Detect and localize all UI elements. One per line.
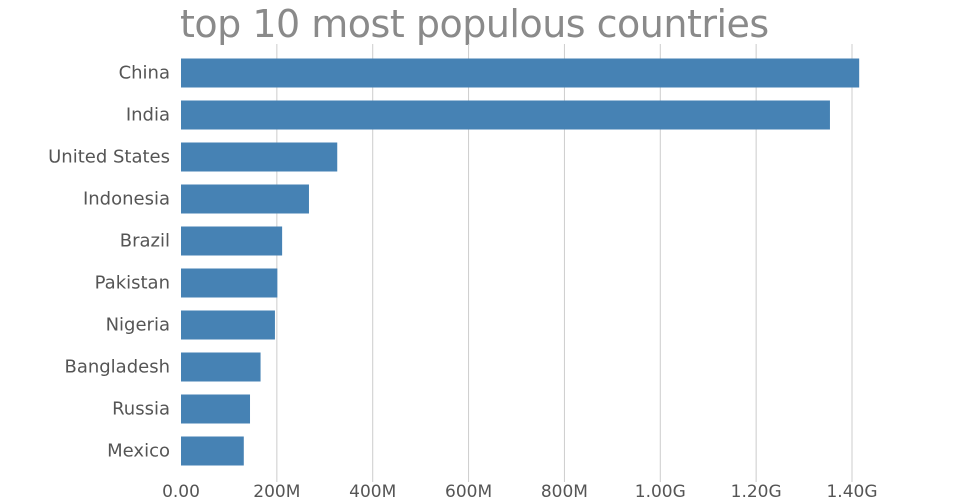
x-tick-label: 0.00 [162, 482, 200, 500]
bar [181, 142, 338, 172]
x-tick-label: 400M [349, 482, 396, 500]
category-label: Bangladesh [64, 357, 170, 378]
x-tick-label: 1.40G [826, 482, 877, 500]
category-label: Nigeria [106, 315, 170, 336]
x-tick-label: 1.00G [635, 482, 686, 500]
category-label: Brazil [120, 231, 170, 252]
category-label: Pakistan [95, 273, 170, 294]
category-label: India [126, 105, 170, 126]
x-tick-label: 1.20G [731, 482, 782, 500]
x-tick-label: 800M [541, 482, 588, 500]
category-labels: China India United States Indonesia Brazil Pa… [48, 63, 170, 462]
bar [181, 58, 860, 88]
category-label: Russia [112, 399, 170, 420]
bar [181, 436, 244, 466]
bar [181, 226, 283, 256]
bars [181, 58, 860, 466]
bar [181, 394, 251, 424]
chart-title: top 10 most populous countries [180, 2, 769, 46]
category-label: United States [48, 147, 170, 168]
category-label: China [119, 63, 170, 84]
bar [181, 100, 830, 130]
x-tick-label: 200M [253, 482, 300, 500]
bar [181, 310, 275, 340]
x-tick-label: 600M [445, 482, 492, 500]
category-label: Mexico [107, 441, 170, 462]
x-axis-tick-labels: 0.00 200M 400M 600M 800M 1.00G 1.20G 1.40G [162, 482, 877, 500]
category-label: Indonesia [83, 189, 170, 210]
bar [181, 268, 278, 298]
bar [181, 184, 309, 214]
bar [181, 352, 261, 382]
